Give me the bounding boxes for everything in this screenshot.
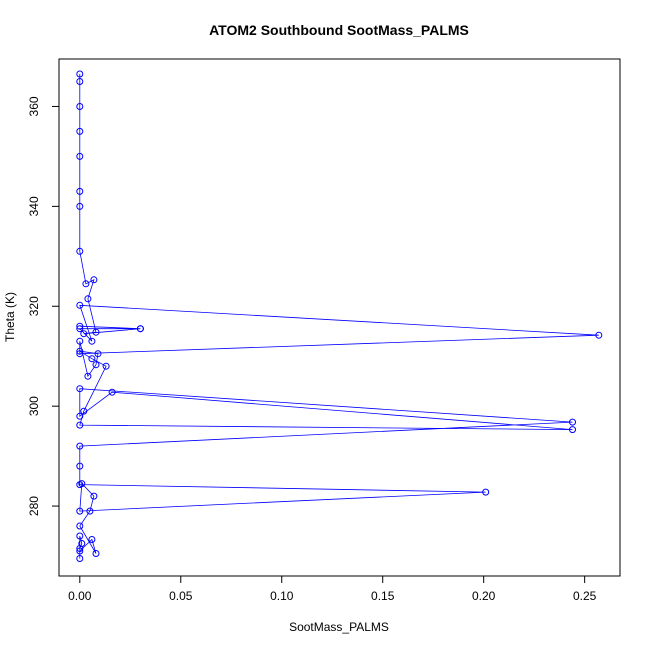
data-point (76, 481, 84, 489)
data-point (76, 555, 84, 562)
data-point (84, 372, 92, 380)
data-point (76, 532, 84, 540)
y-tick-label: 360 (27, 96, 41, 116)
data-point (76, 187, 84, 195)
data-point (92, 361, 100, 369)
data-point (88, 337, 96, 345)
data-point (76, 522, 84, 530)
data-point (76, 202, 84, 210)
data-point (108, 388, 116, 396)
series-layer (76, 70, 603, 562)
data-point (482, 488, 490, 496)
data-point (76, 325, 84, 333)
data-point (76, 421, 84, 429)
x-tick-label: 0.00 (68, 589, 92, 603)
data-point (76, 247, 84, 255)
data-point (80, 330, 88, 338)
x-axis: 0.00 0.05 0.10 0.15 0.20 0.25 (68, 575, 597, 603)
data-point (76, 337, 84, 345)
data-point (88, 355, 96, 363)
x-tick-label: 0.05 (169, 589, 193, 603)
data-point (76, 127, 84, 135)
data-point (84, 295, 92, 303)
y-tick-label: 280 (27, 496, 41, 516)
data-point (76, 350, 84, 358)
data-point (90, 492, 98, 500)
x-tick-label: 0.25 (573, 589, 597, 603)
data-point (92, 328, 100, 336)
data-point (595, 331, 603, 339)
data-point (76, 152, 84, 160)
data-point (94, 350, 102, 358)
y-axis: 280 300 320 340 360 (27, 96, 60, 516)
data-point (569, 426, 576, 434)
x-tick-label: 0.10 (270, 589, 294, 603)
data-point (76, 103, 84, 110)
series-line (78, 74, 599, 559)
data-point (76, 462, 84, 470)
data-point (76, 301, 84, 309)
x-axis-label: SootMass_PALMS (289, 620, 389, 634)
y-tick-label: 340 (27, 196, 41, 216)
data-point (76, 442, 84, 450)
data-point (76, 70, 84, 78)
data-point (80, 407, 88, 415)
y-axis-label: Theta (K) (3, 292, 17, 342)
data-point (76, 347, 84, 355)
data-point (86, 507, 94, 515)
data-point (78, 540, 86, 547)
data-point (76, 412, 84, 420)
x-tick-label: 0.15 (371, 589, 395, 603)
data-point (76, 547, 84, 555)
data-point (76, 507, 84, 515)
data-point (92, 550, 100, 557)
data-point (76, 322, 84, 330)
data-point (76, 385, 84, 393)
x-tick-label: 0.20 (472, 589, 496, 603)
data-point (569, 418, 576, 426)
data-point (136, 325, 144, 333)
plot-frame (58, 58, 621, 577)
data-point (82, 280, 90, 288)
y-tick-label: 300 (27, 396, 41, 416)
data-point (76, 78, 84, 85)
data-point (88, 536, 96, 543)
data-point (102, 362, 110, 370)
data-point (90, 276, 98, 284)
y-tick-label: 320 (27, 296, 41, 316)
chart-title: ATOM2 Southbound SootMass_PALMS (209, 22, 469, 38)
